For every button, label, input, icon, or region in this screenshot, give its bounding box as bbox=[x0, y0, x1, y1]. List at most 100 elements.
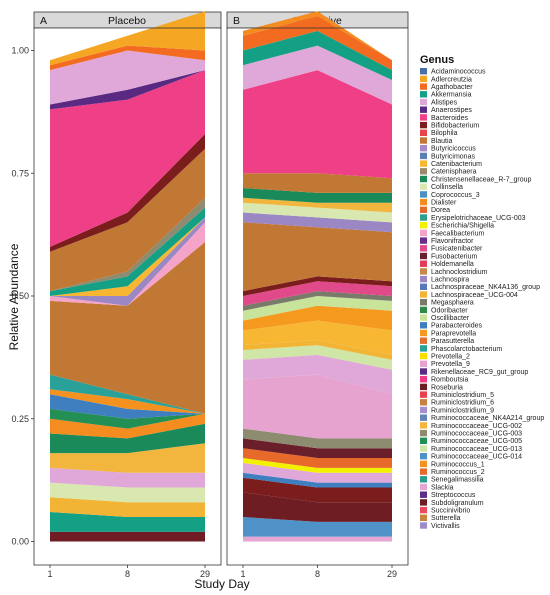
area-lachnospira-21 bbox=[243, 212, 392, 233]
legend-label: Adlercreutzia bbox=[431, 76, 472, 83]
legend-key-phascolarctobacterium bbox=[420, 345, 427, 352]
area-bifidobacterium-19 bbox=[243, 276, 392, 296]
legend-key-lachnoclostridium bbox=[420, 268, 427, 275]
legend-label: Ruminococcaceae_UCG-003 bbox=[431, 431, 522, 438]
area-blautia-12 bbox=[50, 242, 205, 414]
legend-label: Christensenellaceae_R-7_group bbox=[431, 176, 532, 183]
area-ruminococcus-1-10 bbox=[50, 389, 205, 414]
legend-label: Bilophila bbox=[431, 130, 458, 137]
area-alistipes-11 bbox=[243, 354, 392, 395]
legend-label: Butyricicoccus bbox=[431, 146, 476, 153]
legend-key-butyricimonas bbox=[420, 152, 427, 160]
legend: Genus AcidaminococcusAdlercreutziaAgatho… bbox=[420, 54, 544, 530]
area-bifidobacterium-19 bbox=[50, 134, 205, 252]
legend-key-erysipelotrichaceae-ucg-003 bbox=[420, 214, 427, 221]
legend-key-blautia bbox=[420, 137, 427, 144]
legend-key-parabacteroides bbox=[420, 322, 427, 329]
area-ruminococcaceae-ucg-003-17 bbox=[50, 197, 205, 292]
y-tick-label: 1.00 bbox=[11, 46, 29, 56]
panel-a-title: Placebo bbox=[108, 15, 146, 27]
legend-label: Akkermansia bbox=[431, 92, 472, 99]
legend-label: Megasphaera bbox=[431, 300, 474, 307]
area-ruminococcaceae-ucg-005-8 bbox=[50, 408, 205, 429]
legend-key-victivallis bbox=[420, 522, 427, 529]
legend-label: Acidaminococcus bbox=[431, 69, 486, 76]
legend-key-ruminiclostridium-5 bbox=[420, 391, 427, 398]
legend-label: Romboutsia bbox=[431, 377, 468, 384]
legend-label: Butyricimonas bbox=[431, 153, 475, 160]
area-akkermansia-16 bbox=[50, 207, 205, 296]
legend-key-senegalimassilia bbox=[420, 476, 427, 483]
area-lachnospiraceae-ucg-004-13 bbox=[243, 340, 392, 360]
area-lachnospiraceae-ucg-004-2 bbox=[50, 497, 205, 517]
legend-key-escherichia-shigella bbox=[420, 222, 427, 229]
legend-label: Alistipes bbox=[431, 99, 458, 106]
x-tick-label: 29 bbox=[200, 569, 210, 579]
panel-b-areas bbox=[243, 11, 392, 542]
area-akkermansia-28 bbox=[243, 30, 392, 80]
legend-key-lachnospiraceae-ucg-004 bbox=[420, 291, 427, 298]
legend-label: Ruminiclostridium_6 bbox=[431, 400, 494, 407]
area-ruminococcaceae-ucg-013-12 bbox=[243, 345, 392, 370]
legend-key-flavonifractor bbox=[420, 237, 427, 244]
area-collinsella-22 bbox=[243, 202, 392, 223]
legend-key-anaerostipes bbox=[420, 106, 427, 113]
legend-key-oscillibacter bbox=[420, 314, 427, 321]
legend-key-rikenellaceae-rc9-gut-group bbox=[420, 368, 427, 375]
area-alistipes-5 bbox=[243, 462, 392, 483]
area-ruminococcus-2-7 bbox=[243, 448, 392, 468]
panel-b-tag: B bbox=[233, 15, 240, 27]
legend-label: Prevotella_9 bbox=[431, 361, 470, 368]
area-christensenellaceae-r-7-group-6 bbox=[50, 423, 205, 454]
legend-key-dorea bbox=[420, 206, 427, 213]
legend-key-paraprevotella bbox=[420, 329, 427, 337]
legend-key-ruminiclostridium-6 bbox=[420, 399, 427, 406]
legend-label: Parasutterella bbox=[431, 338, 474, 345]
x-axis-title: Study Day bbox=[194, 577, 249, 591]
legend-key-alistipes bbox=[420, 98, 427, 106]
legend-label: Ruminiclostridium_5 bbox=[431, 392, 494, 399]
legend-label: Agathobacter bbox=[431, 84, 473, 91]
legend-label: Ruminococcus_2 bbox=[431, 469, 485, 476]
legend-key-adlercreutzia bbox=[420, 75, 427, 83]
legend-key-ruminococcaceae-ucg-003 bbox=[420, 429, 427, 437]
legend-key-bacteroides bbox=[420, 114, 427, 121]
area-paraprevotella-15 bbox=[243, 305, 392, 331]
legend-label: Bacteroides bbox=[431, 115, 468, 122]
y-tick-label: 0.25 bbox=[11, 414, 29, 424]
legend-key-ruminococcaceae-ucg-005 bbox=[420, 437, 427, 444]
area-lachnospira-14 bbox=[50, 217, 205, 306]
legend-label: Lachnospiraceae_NK4A136_group bbox=[431, 284, 540, 291]
legend-key-romboutsia bbox=[420, 376, 427, 383]
legend-key-catenisphaera bbox=[420, 168, 427, 175]
legend-label: Blautia bbox=[431, 138, 453, 145]
area-dialister-7 bbox=[50, 413, 205, 439]
panel-a-tag: A bbox=[40, 15, 47, 27]
legend-label: Anaerostipes bbox=[431, 107, 472, 114]
legend-label: Roseburia bbox=[431, 384, 463, 391]
legend-label: Sutterella bbox=[431, 515, 461, 522]
legend-key-megasphaera bbox=[420, 299, 427, 306]
legend-key-prevotella-9 bbox=[420, 360, 427, 367]
area-oscillibacter-16 bbox=[243, 296, 392, 321]
legend-key-succinivibrio bbox=[420, 506, 427, 514]
area-ruminococcaceae-ucg-002-23 bbox=[243, 197, 392, 213]
legend-key-fusicatenibacter bbox=[420, 245, 427, 252]
legend-label: Ruminococcaceae_NK4A214_group bbox=[431, 415, 544, 422]
y-axis-title: Relative Abundance bbox=[7, 243, 21, 350]
area-blautia-25 bbox=[243, 173, 392, 193]
legend-key-bifidobacterium bbox=[420, 121, 427, 129]
legend-key-streptococcus bbox=[420, 491, 427, 498]
legend-label: Coprococcus_3 bbox=[431, 192, 480, 199]
area-agathobacter-29 bbox=[243, 16, 392, 71]
legend-label: Ruminococcus_1 bbox=[431, 461, 485, 468]
legend-label: Oscillibacter bbox=[431, 315, 470, 322]
legend-label: Paraprevotella bbox=[431, 330, 476, 337]
legend-key-ruminococcaceae-ucg-002 bbox=[420, 422, 427, 429]
legend-key-catenibacterium bbox=[420, 160, 427, 167]
legend-label: Lachnospira bbox=[431, 277, 469, 284]
legend-key-ruminococcaceae-ucg-013 bbox=[420, 445, 427, 452]
legend-label: Escherichia/Shigella bbox=[431, 223, 494, 230]
x-tick-label: 8 bbox=[125, 569, 130, 579]
